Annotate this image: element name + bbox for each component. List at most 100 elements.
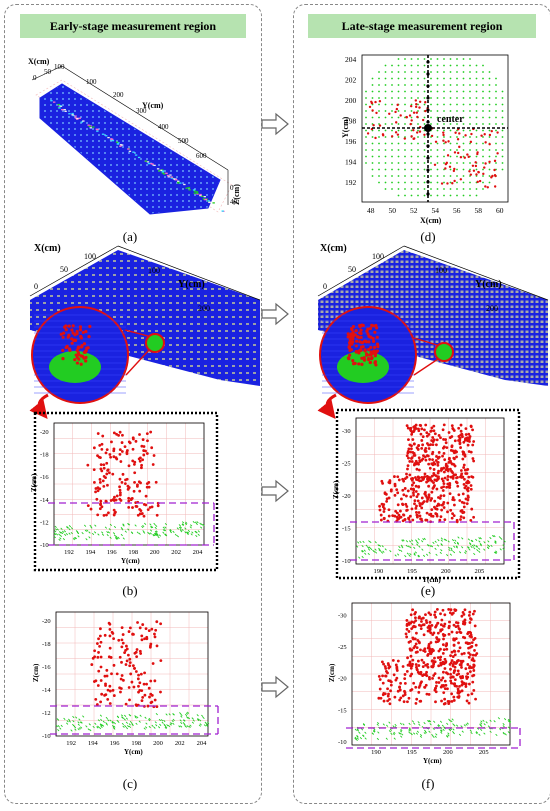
ground-point	[184, 531, 187, 534]
ground-point	[373, 550, 376, 553]
plant-point	[357, 362, 361, 366]
measurement-point	[404, 90, 406, 93]
plant-point	[67, 324, 71, 328]
measurement-point	[436, 71, 439, 73]
measurement-point	[456, 194, 458, 197]
plant-point	[432, 438, 436, 442]
plant-point	[442, 470, 446, 474]
plant-point	[414, 610, 417, 614]
plant-point	[458, 646, 462, 650]
plant-point	[442, 423, 446, 427]
measurement-point	[436, 77, 439, 80]
measurement-point	[404, 175, 406, 177]
measurement-point	[365, 136, 367, 138]
ground-point	[424, 729, 427, 732]
surface-feature-mark	[59, 104, 62, 107]
ground-point	[57, 728, 60, 732]
plant-point	[118, 491, 122, 495]
plant-point	[144, 449, 147, 453]
ground-point	[367, 552, 370, 556]
z-axis-label: Z(cm)	[32, 663, 40, 682]
plant-point	[86, 463, 90, 467]
measurement-point	[495, 142, 497, 145]
panel-d-x-tick: 56	[453, 206, 461, 215]
plant-point	[388, 697, 391, 701]
plant-point	[446, 672, 450, 676]
plant-point	[432, 461, 436, 464]
plant-point	[393, 695, 397, 699]
measurement-point	[378, 162, 380, 164]
ground-point	[371, 732, 375, 735]
ground-point	[121, 528, 124, 531]
plant-point	[446, 469, 450, 473]
plant-point	[422, 661, 426, 664]
measurement-point	[456, 77, 458, 80]
ground-point	[405, 540, 409, 543]
plant-point	[461, 511, 465, 515]
plant-point	[150, 700, 154, 704]
ground-point	[446, 734, 449, 738]
plant-point	[362, 357, 367, 362]
plant-point	[469, 617, 472, 620]
measurement-point	[462, 162, 465, 164]
ground-point	[181, 521, 185, 524]
plant-point	[139, 672, 143, 676]
plant-point	[78, 328, 83, 332]
measurement-point	[443, 58, 445, 60]
plant-point	[405, 508, 409, 512]
surface-feature-mark	[147, 162, 151, 165]
plant-point	[434, 443, 438, 447]
ground-point	[190, 524, 193, 527]
plant-point	[396, 491, 400, 495]
plant-point	[472, 440, 476, 443]
plant-point	[418, 130, 422, 133]
plant-point	[96, 489, 100, 493]
ground-point	[408, 722, 411, 725]
ground-point	[150, 526, 153, 529]
ground-point	[447, 732, 450, 735]
ground-point	[148, 718, 151, 722]
plant-point	[133, 666, 136, 670]
measurement-point	[436, 110, 439, 112]
plant-point	[140, 634, 144, 638]
plant-point	[87, 335, 91, 339]
measurement-point	[371, 142, 374, 145]
plant-point	[415, 514, 419, 517]
measurement-point	[417, 84, 419, 86]
plant-point	[85, 346, 89, 350]
ground-point	[191, 721, 195, 724]
measurement-point	[371, 90, 374, 93]
plant-point	[153, 632, 156, 636]
plant-point	[418, 615, 421, 619]
surface-feature-mark	[192, 189, 196, 191]
ground-point	[447, 540, 450, 543]
ground-point	[55, 724, 58, 728]
ground-point	[56, 528, 59, 531]
plant-point	[428, 626, 432, 630]
plant-point	[436, 460, 440, 464]
ground-point	[429, 544, 432, 548]
ground-point	[179, 529, 182, 532]
ground-point	[64, 533, 67, 536]
plant-point	[474, 653, 477, 657]
plant-point	[377, 696, 381, 700]
measurement-point	[423, 149, 426, 151]
plant-point	[432, 661, 436, 665]
plant-point	[88, 324, 92, 329]
plant-point	[469, 484, 473, 487]
panel-d-y-tick: 204	[345, 55, 357, 64]
ground-point	[66, 720, 69, 723]
ground-point	[203, 724, 207, 727]
ground-point	[461, 546, 464, 549]
surface-feature-mark	[68, 113, 71, 115]
ground-point	[467, 546, 470, 549]
measurement-point	[469, 168, 471, 171]
measurement-point	[417, 162, 419, 164]
plant-point	[421, 443, 425, 447]
panel-e-3d-surface	[317, 245, 549, 420]
measurement-point	[397, 58, 400, 60]
plant-point	[131, 632, 134, 636]
plant-point	[96, 454, 99, 458]
plant-point	[99, 502, 102, 506]
plant-point	[463, 477, 466, 481]
